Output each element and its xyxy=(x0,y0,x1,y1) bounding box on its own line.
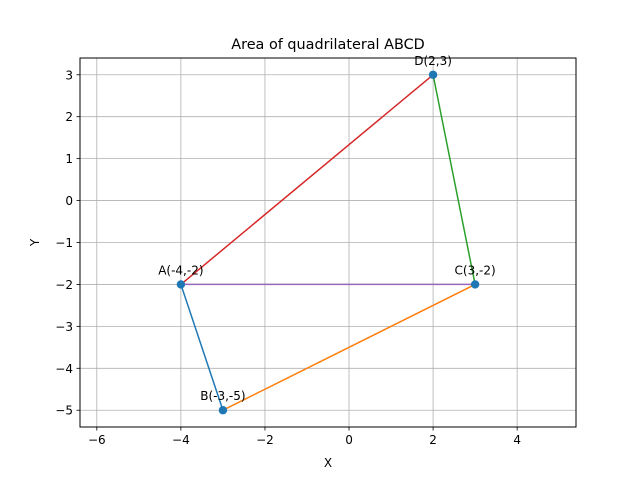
y-tick-label: 2 xyxy=(65,110,73,124)
segment-bc xyxy=(222,283,476,411)
x-tick-label: 4 xyxy=(513,433,521,447)
points xyxy=(176,70,480,415)
x-axis-label: X xyxy=(324,456,332,470)
y-tick-label: −2 xyxy=(55,278,73,292)
segment-ab xyxy=(180,284,224,411)
segment-da xyxy=(180,74,434,286)
y-tick-label: 3 xyxy=(65,68,73,82)
point-b xyxy=(218,406,228,415)
y-tick-label: −3 xyxy=(55,320,73,334)
x-tick-label: 0 xyxy=(345,433,353,447)
grid xyxy=(80,58,576,427)
x-tick-label: −4 xyxy=(172,433,190,447)
point-label-a: A(-4,-2) xyxy=(158,263,203,277)
point-label-d: D(2,3) xyxy=(414,54,452,68)
point-label-b: B(-3,-5) xyxy=(200,389,245,403)
point-a xyxy=(176,280,186,289)
x-tick-label: −2 xyxy=(256,433,274,447)
point-labels: A(-4,-2) B(-3,-5) C(3,-2) D(2,3) xyxy=(158,54,495,403)
y-axis-label: Y xyxy=(28,238,42,247)
x-tick-label: −6 xyxy=(88,433,106,447)
y-tick-label: −4 xyxy=(55,362,73,376)
point-label-c: C(3,-2) xyxy=(455,263,496,277)
y-tick-label: 1 xyxy=(65,152,73,166)
segment-cd xyxy=(432,74,476,285)
chart-title: Area of quadrilateral ABCD xyxy=(231,37,424,53)
y-tick-label: 0 xyxy=(65,194,73,208)
segments xyxy=(180,74,476,411)
point-d xyxy=(428,70,438,79)
x-tick-label: 2 xyxy=(429,433,437,447)
y-tick-label: −5 xyxy=(55,404,73,418)
point-c xyxy=(470,280,480,289)
y-tick-label: −1 xyxy=(55,236,73,250)
ticks: −6 −4 −2 0 2 4 −5 −4 −3 −2 −1 0 1 2 3 xyxy=(55,68,521,447)
